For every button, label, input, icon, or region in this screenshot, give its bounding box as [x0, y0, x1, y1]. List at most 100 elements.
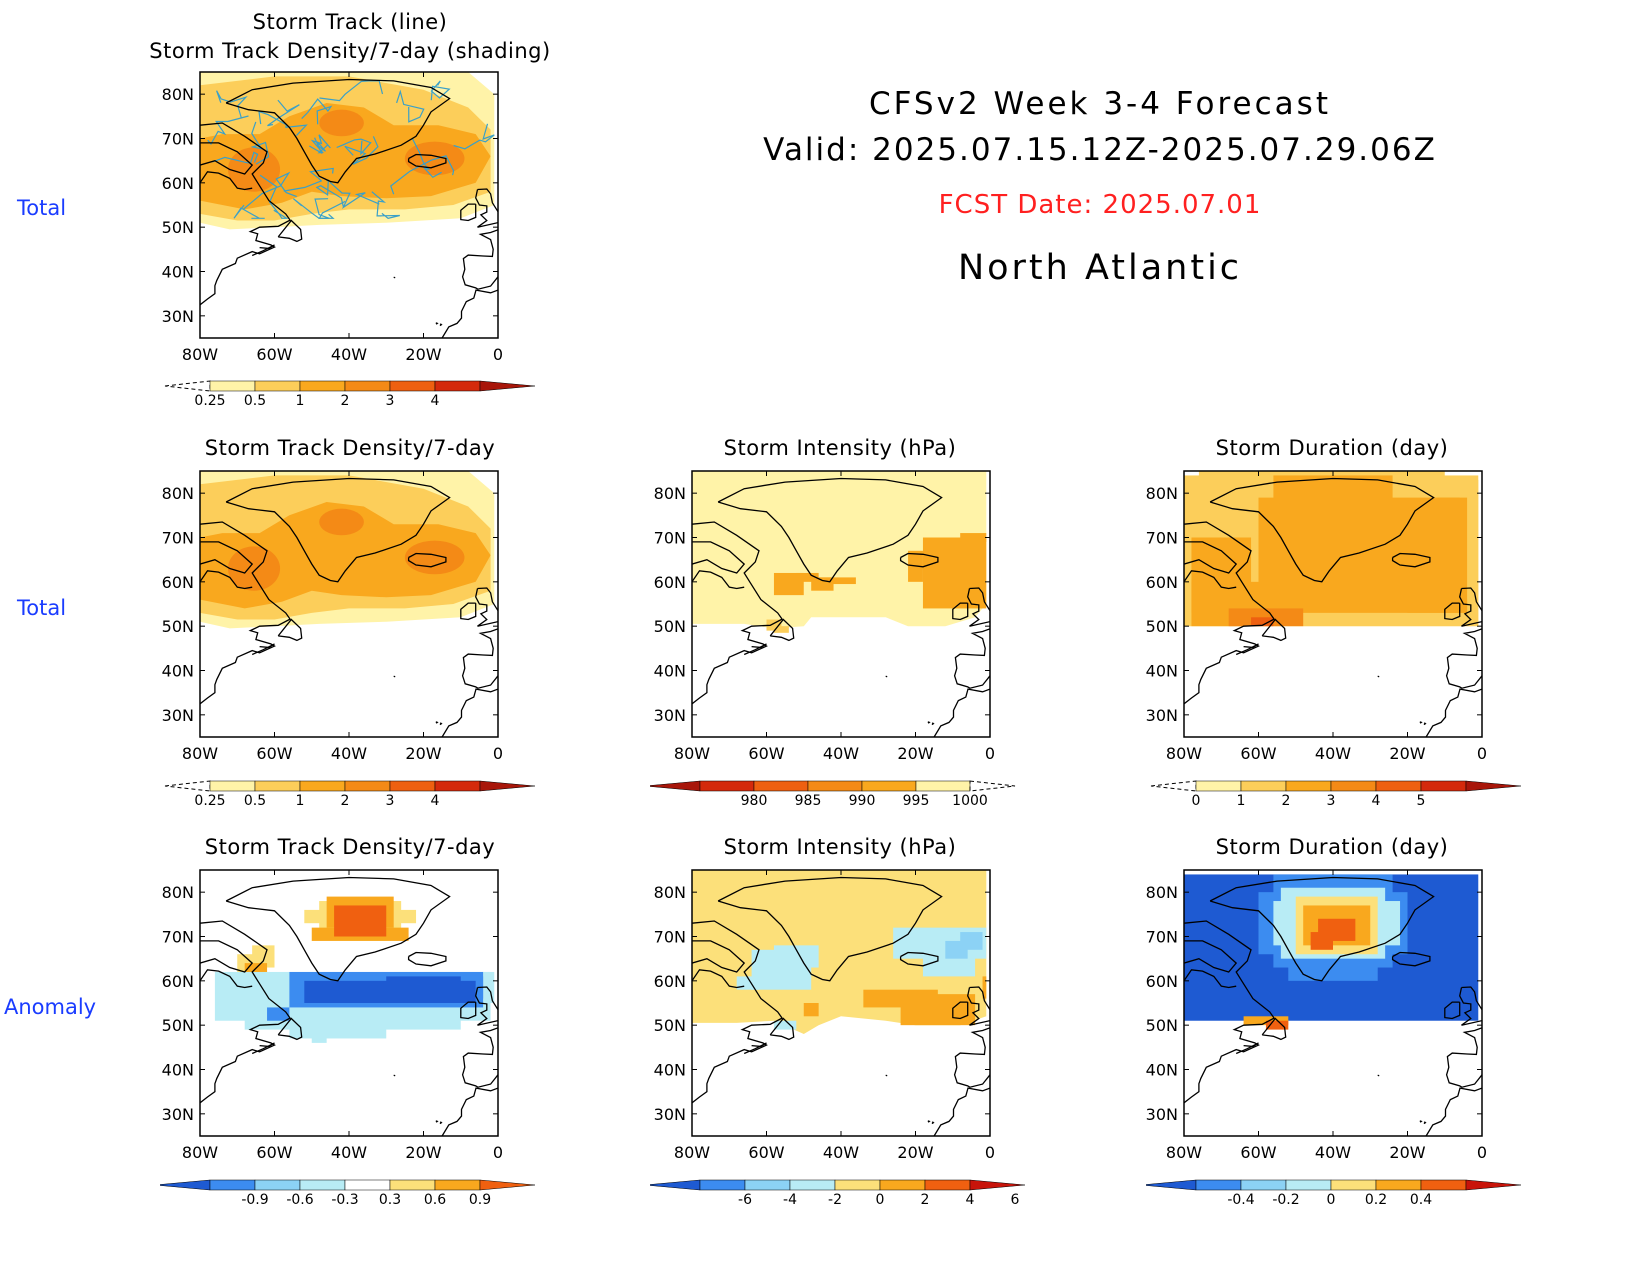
coastline-segment — [692, 570, 745, 590]
lon-label: 60W — [256, 345, 292, 364]
lat-label: 80N — [654, 883, 686, 902]
coastline-segment — [927, 721, 931, 724]
shading-cell — [1258, 497, 1468, 613]
colorbar-intensity-total: 980 985 990 995 1000 — [650, 780, 1016, 809]
coastlines — [200, 78, 498, 338]
panel-title-storm-track: Storm Track (line) — [252, 10, 448, 34]
colorbar-label: 1 — [1237, 793, 1246, 809]
lat-label: 70N — [1146, 529, 1178, 548]
colorbar-segment — [1195, 1179, 1242, 1191]
coastline-segment — [200, 171, 253, 191]
coastline-segment — [200, 969, 253, 989]
colorbar-label: 1 — [296, 393, 305, 409]
row-label-top: Total — [17, 196, 67, 220]
lon-label: 40W — [1315, 744, 1351, 763]
colorbar-end-left — [164, 380, 211, 392]
lat-label: 30N — [162, 706, 194, 725]
colorbar-end-right — [479, 780, 536, 792]
colorbar-label: -4 — [783, 1192, 797, 1208]
map-duration-anomaly: 80N 70N 60N 50N 40N 30N 80W 60W 40W 20W 0 — [1146, 869, 1487, 1162]
coastline-segment — [1184, 940, 1238, 973]
coastline-segment — [475, 188, 498, 228]
colorbar-end-left — [1146, 1179, 1197, 1191]
storm-track-line — [314, 198, 346, 219]
lat-label: 30N — [162, 307, 194, 326]
lat-label: 60N — [162, 573, 194, 592]
coastline-segment — [692, 940, 746, 973]
colorbar-label: 2 — [921, 1192, 930, 1208]
coastline-segment — [1425, 1087, 1482, 1136]
coastline-segment — [692, 920, 784, 1104]
coastline-segment — [1425, 688, 1482, 737]
lat-label: 70N — [162, 928, 194, 947]
colorbar-segment — [699, 1179, 746, 1191]
storm-track-line — [207, 115, 249, 146]
coastline-segment — [435, 721, 439, 724]
coastline-segment — [1419, 721, 1423, 724]
colorbar-end-right — [1465, 780, 1522, 792]
colorbar-label: 0.2 — [1365, 1192, 1387, 1208]
coastline-segment — [407, 153, 447, 169]
lat-label: 70N — [162, 529, 194, 548]
coastline-segment — [1459, 986, 1482, 1026]
map-duration-total: 80N 70N 60N 50N 40N 30N 80W 60W 40W 20W 0 — [1146, 470, 1487, 763]
colorbar-end-right — [969, 1179, 1026, 1191]
lon-label: 0 — [1477, 744, 1487, 763]
colorbar-label: 3 — [386, 393, 395, 409]
row-label-middle: Total — [17, 596, 67, 620]
lat-label: 40N — [1146, 1061, 1178, 1080]
lat-label: 30N — [654, 706, 686, 725]
coastline-segment — [1459, 587, 1482, 627]
coastline-segment — [1184, 521, 1276, 705]
coastline-segment — [277, 219, 303, 243]
lon-label: 0 — [985, 744, 995, 763]
lon-label: 20W — [897, 744, 933, 763]
map-storm-track-total: 80N 70N 60N 50N 40N 30N 80W 60W 40W 20W 0 — [162, 71, 503, 364]
colorbar-label: 0.5 — [244, 393, 266, 409]
map-shading — [1184, 471, 1479, 627]
coastline-segment — [441, 289, 498, 338]
colorbar-segment — [1420, 780, 1467, 792]
coastline-segment — [953, 628, 990, 689]
colorbar-duration-total: 0 1 2 3 4 5 — [1150, 780, 1522, 809]
lat-label: 50N — [162, 218, 194, 237]
shading-cell — [311, 1034, 327, 1043]
lat-label: 30N — [1146, 1105, 1178, 1124]
colorbar-label: 4 — [966, 1192, 975, 1208]
storm-track-line — [243, 171, 297, 210]
colorbar-end-left — [160, 1179, 211, 1191]
coastline-segment — [1423, 722, 1427, 726]
storm-track-line — [453, 123, 495, 150]
coastline-segment — [1444, 602, 1461, 621]
colorbar-label: -2 — [828, 1192, 842, 1208]
colorbar-end-left — [1150, 780, 1197, 792]
forecast-date: FCST Date: 2025.07.01 — [938, 190, 1262, 220]
coastline-segment — [200, 940, 254, 973]
coastline-segment — [460, 203, 477, 222]
colorbar-label: 4 — [431, 393, 440, 409]
coastline-segment — [200, 541, 254, 574]
lon-label: 0 — [1477, 1143, 1487, 1162]
coastline-segment — [1419, 1120, 1423, 1123]
lat-label: 70N — [162, 130, 194, 149]
lat-label: 70N — [1146, 928, 1178, 947]
coastline-segment — [692, 521, 784, 705]
coastline-segment — [1235, 643, 1259, 656]
coastline-segment — [1445, 628, 1482, 689]
shading-cell — [773, 572, 804, 596]
panel-title-storm-track-density: Storm Track Density/7-day (shading) — [149, 39, 551, 63]
storm-track-line — [411, 138, 442, 179]
colorbar-segment — [299, 380, 346, 392]
coastline-segment — [1184, 541, 1238, 574]
coastline-segment — [952, 1001, 969, 1020]
colorbar-density-anomaly: -0.9 -0.6 -0.3 0.3 0.6 0.9 — [160, 1179, 536, 1208]
coastline-segment — [931, 1121, 935, 1125]
map-density-anomaly: 80N 70N 60N 50N 40N 30N 80W 60W 40W 20W 0 — [162, 869, 503, 1162]
coastline-segment — [1261, 618, 1287, 642]
lat-label: 80N — [1146, 484, 1178, 503]
lat-label: 30N — [162, 1105, 194, 1124]
colorbar-segment — [254, 380, 301, 392]
shading-cell — [1251, 617, 1274, 627]
coastline-segment — [435, 1120, 439, 1123]
colorbar-label: 5 — [1417, 793, 1426, 809]
